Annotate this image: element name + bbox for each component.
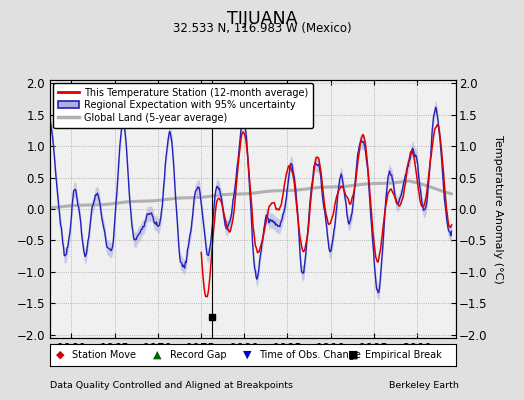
Legend: This Temperature Station (12-month average), Regional Expectation with 95% uncer: This Temperature Station (12-month avera… [53,83,313,128]
Text: 32.533 N, 116.983 W (Mexico): 32.533 N, 116.983 W (Mexico) [173,22,351,35]
Y-axis label: Temperature Anomaly (°C): Temperature Anomaly (°C) [493,135,503,283]
Text: Station Move: Station Move [72,350,136,360]
Text: ■: ■ [348,350,359,360]
Text: Data Quality Controlled and Aligned at Breakpoints: Data Quality Controlled and Aligned at B… [50,381,293,390]
Text: TIJUANA: TIJUANA [227,10,297,28]
Text: ▲: ▲ [154,350,162,360]
Text: Time of Obs. Change: Time of Obs. Change [259,350,361,360]
Text: Empirical Break: Empirical Break [365,350,441,360]
Text: Record Gap: Record Gap [170,350,226,360]
Text: Berkeley Earth: Berkeley Earth [389,381,458,390]
Text: ▼: ▼ [243,350,251,360]
Text: ◆: ◆ [56,350,64,360]
